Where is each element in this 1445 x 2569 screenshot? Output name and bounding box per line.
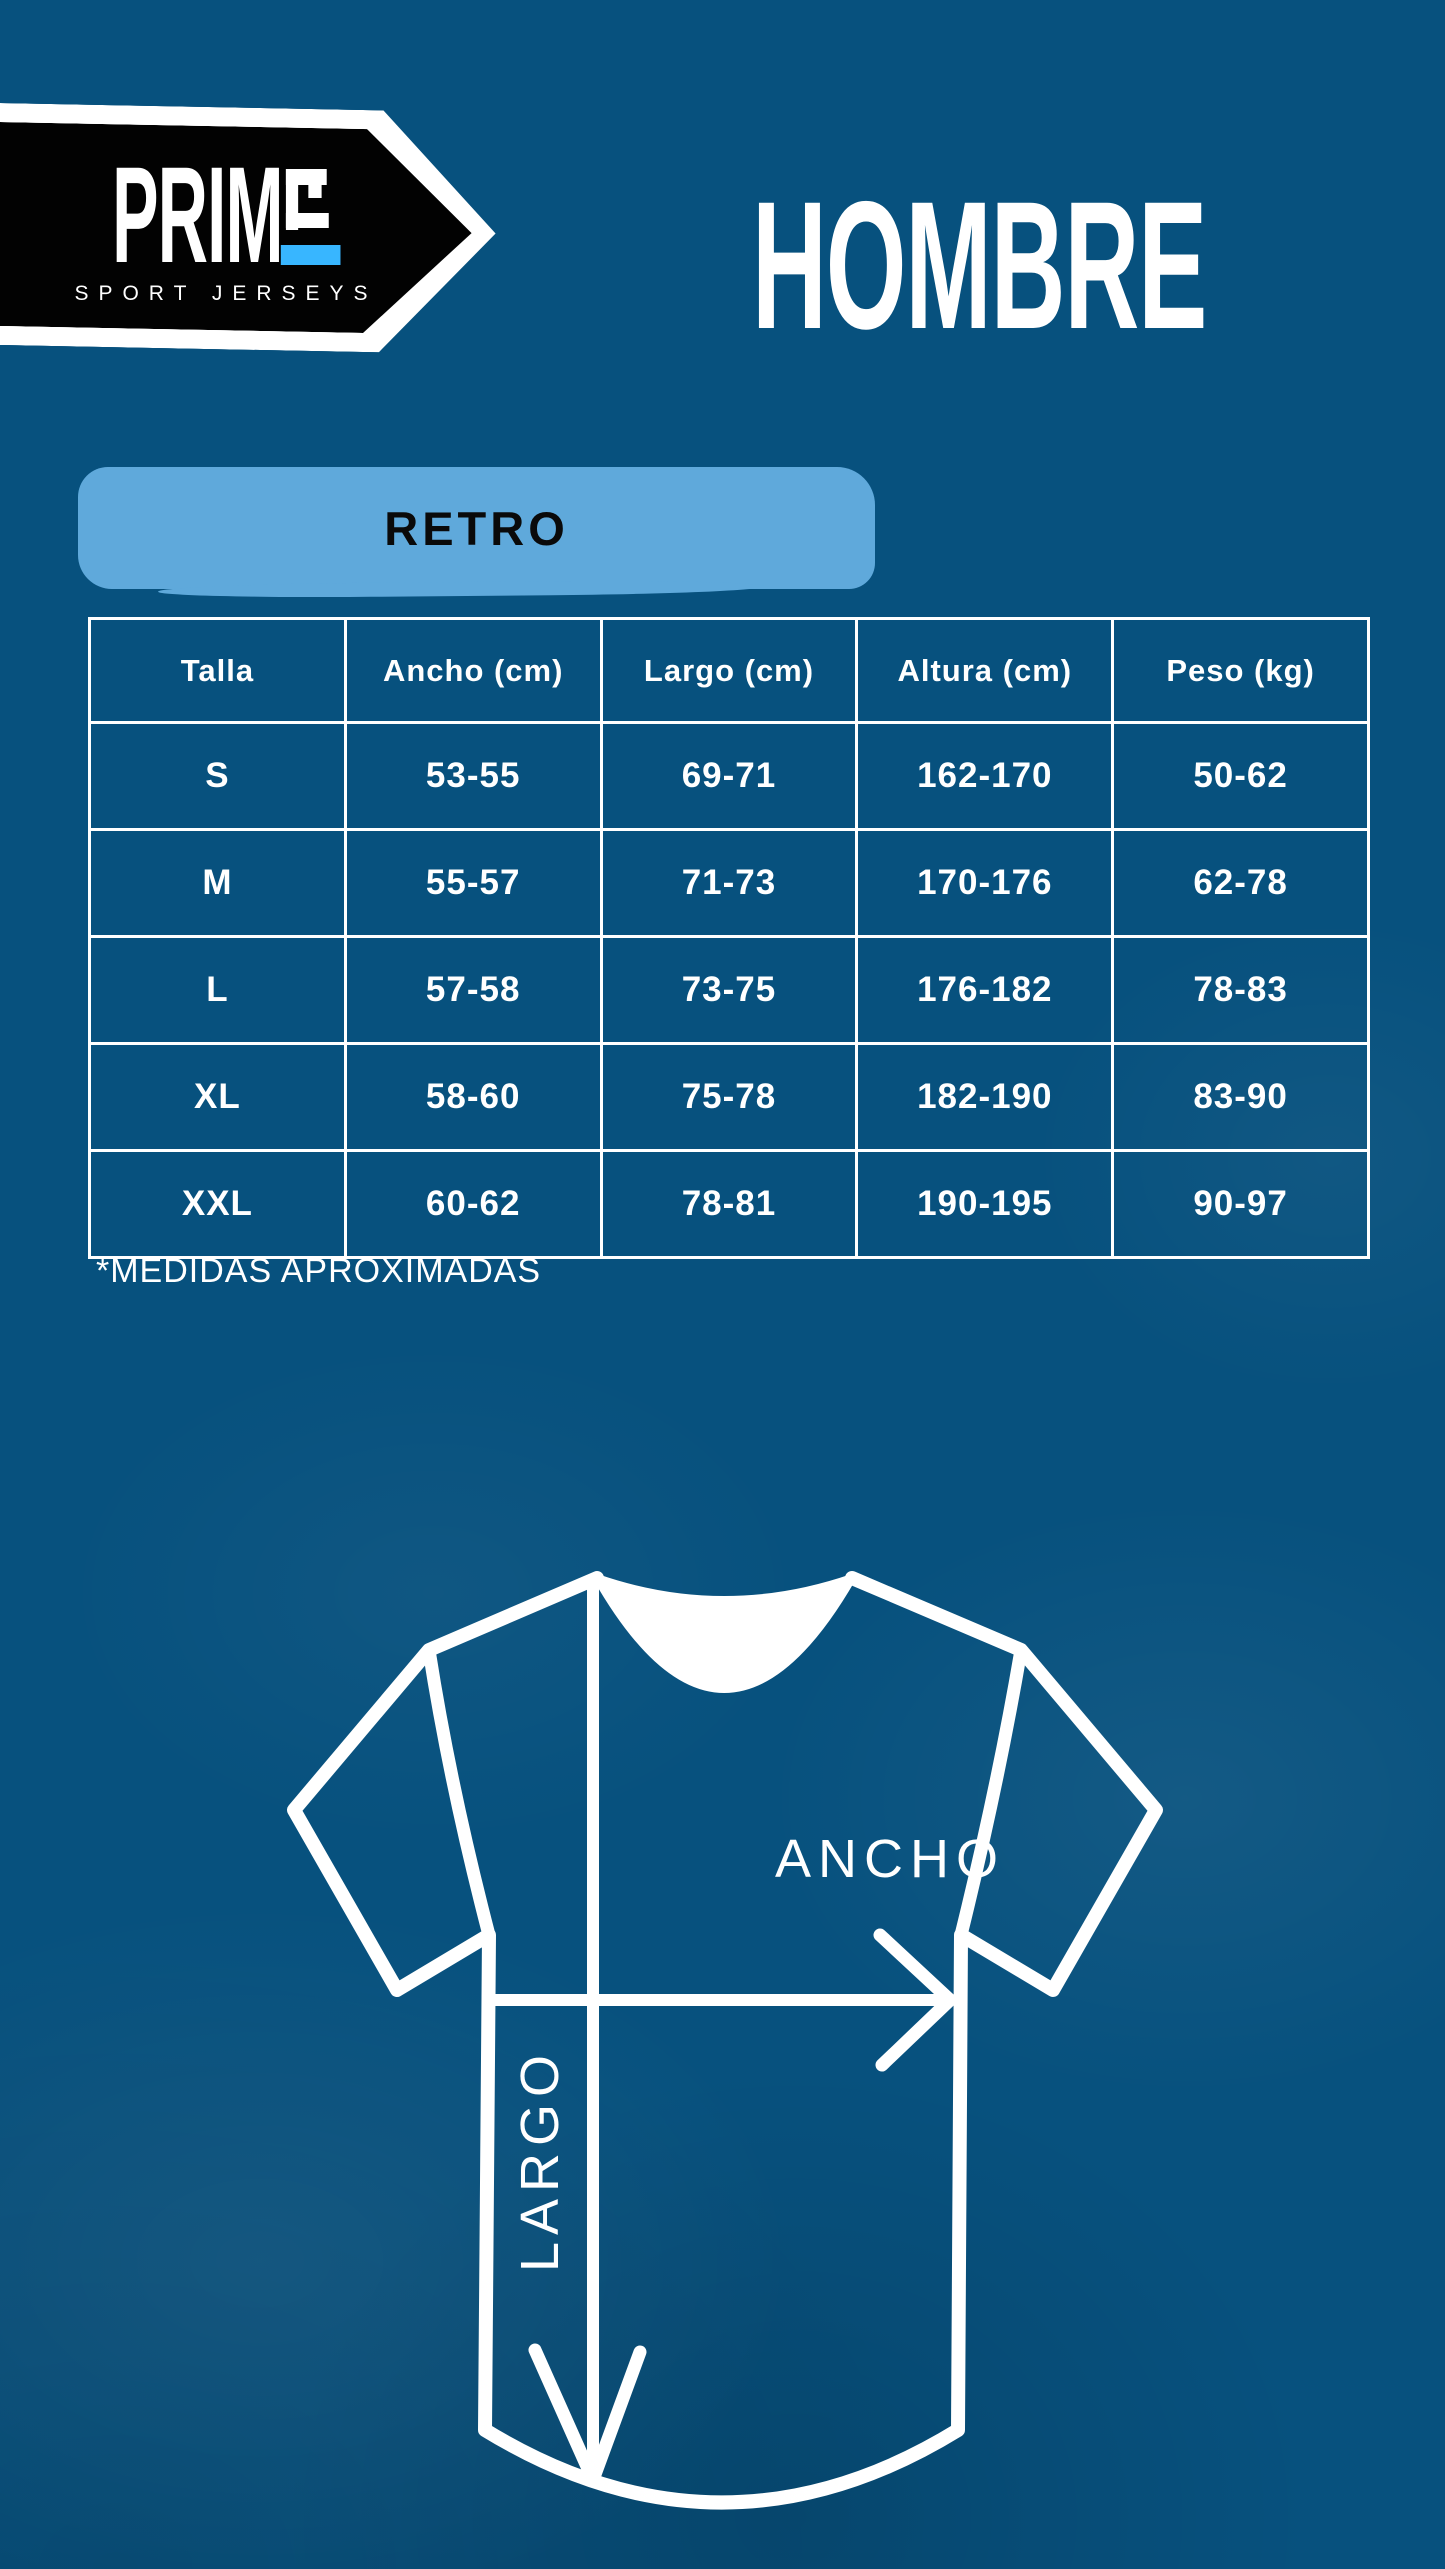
size-cell: S xyxy=(88,721,347,831)
logo: PRIM SPORT JERSEYS xyxy=(0,122,474,326)
category-badge-label: RETRO xyxy=(384,501,569,555)
size-cell: M xyxy=(88,828,347,938)
page-title: HOMBRE xyxy=(752,163,1207,367)
col-header-altura: Altura (cm) xyxy=(855,617,1115,724)
length-measure-label: LARGO xyxy=(510,2047,570,2273)
brand-wordmark: PRIM xyxy=(112,147,341,284)
size-cell: 83-90 xyxy=(1111,1042,1370,1152)
size-cell: 73-75 xyxy=(599,935,859,1045)
size-row-xl: XL 58-60 75-78 182-190 83-90 xyxy=(88,1042,1370,1152)
size-cell: 50-62 xyxy=(1111,721,1370,831)
size-cell: 190-195 xyxy=(855,1149,1115,1259)
letter-e-accent-bar xyxy=(280,245,341,265)
size-cell: 53-55 xyxy=(343,721,603,831)
brand-prefix-text: PRIM xyxy=(112,139,284,292)
size-cell: XL xyxy=(88,1042,347,1152)
size-row-m: M 55-57 71-73 170-176 62-78 xyxy=(88,828,1370,938)
size-cell: 69-71 xyxy=(599,721,859,831)
brand-letter-e xyxy=(280,166,341,265)
size-cell: 62-78 xyxy=(1111,828,1370,938)
col-header-largo: Largo (cm) xyxy=(599,617,859,724)
measurements-footnote: *MEDIDAS APROXIMADAS xyxy=(96,1252,542,1290)
size-cell: 176-182 xyxy=(855,935,1115,1045)
size-cell: L xyxy=(88,935,347,1045)
letter-e-top-arm xyxy=(285,169,327,185)
col-header-talla: Talla xyxy=(88,617,347,724)
col-header-peso: Peso (kg) xyxy=(1111,617,1370,724)
size-cell: 78-81 xyxy=(599,1149,859,1259)
size-cell: 60-62 xyxy=(343,1149,603,1259)
width-measure-label: ANCHO xyxy=(774,1829,1005,1889)
category-badge: RETRO xyxy=(78,467,875,589)
size-cell: 71-73 xyxy=(599,828,859,938)
tshirt-outline-icon xyxy=(287,1571,1163,2510)
size-cell: 58-60 xyxy=(343,1042,603,1152)
brand-tagline: SPORT JERSEYS xyxy=(74,282,378,305)
letter-e-middle-arm xyxy=(285,213,329,228)
size-cell: 78-83 xyxy=(1111,935,1370,1045)
size-cell: 182-190 xyxy=(855,1042,1115,1152)
size-cell: XXL xyxy=(88,1149,347,1259)
size-table-header-row: Talla Ancho (cm) Largo (cm) Altura (cm) … xyxy=(88,617,1370,724)
col-header-ancho: Ancho (cm) xyxy=(343,617,603,724)
size-table: Talla Ancho (cm) Largo (cm) Altura (cm) … xyxy=(88,617,1370,1259)
letter-e-step xyxy=(308,185,322,198)
size-row-xxl: XXL 60-62 78-81 190-195 90-97 xyxy=(88,1149,1370,1259)
size-cell: 55-57 xyxy=(343,828,603,938)
size-row-l: L 57-58 73-75 176-182 78-83 xyxy=(88,935,1370,1045)
size-cell: 75-78 xyxy=(599,1042,859,1152)
size-cell: 162-170 xyxy=(855,721,1115,831)
size-cell: 90-97 xyxy=(1111,1149,1370,1259)
tshirt-measurement-diagram: ANCHO LARGO xyxy=(150,1500,1400,2569)
size-cell: 57-58 xyxy=(343,935,603,1045)
size-row-s: S 53-55 69-71 162-170 50-62 xyxy=(88,721,1370,831)
size-cell: 170-176 xyxy=(855,828,1115,938)
